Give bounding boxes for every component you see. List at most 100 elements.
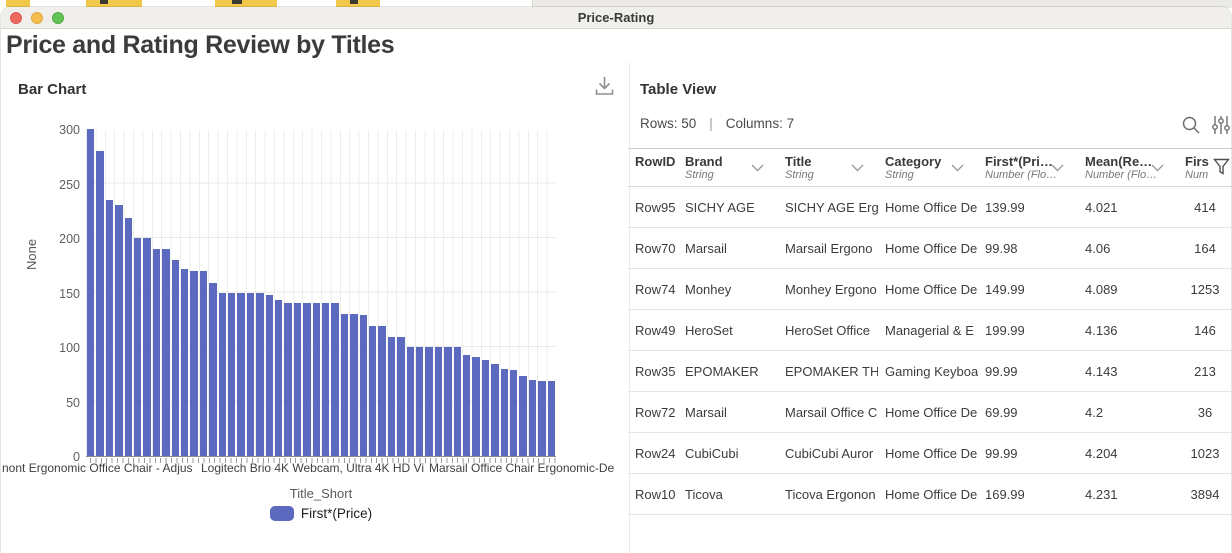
bar[interactable] [209, 282, 217, 456]
table-cell: 4.2 [1085, 404, 1104, 420]
table-row[interactable]: Row95 SICHY AGE SICHY AGE Ergo Home Office … [628, 187, 1232, 228]
bar[interactable] [265, 294, 273, 456]
table-cell: 4.089 [1085, 281, 1118, 297]
bar[interactable] [387, 337, 396, 456]
table-cell: 4.021 [1085, 199, 1118, 215]
bar[interactable] [416, 347, 424, 456]
column-header-brand[interactable]: Brand String [678, 149, 778, 186]
table-cell: EPOMAKER [685, 363, 759, 379]
table-cell: Ticova Ergonon [785, 486, 876, 502]
chart-panel-title: Bar Chart [18, 81, 87, 98]
bar[interactable] [463, 354, 471, 456]
column-header-category[interactable]: Category String [878, 149, 978, 186]
bar[interactable] [519, 376, 527, 456]
bar[interactable] [181, 268, 189, 456]
chevron-down-icon[interactable] [1151, 164, 1164, 172]
bar[interactable] [218, 292, 226, 456]
bar-chart-plot-area[interactable] [86, 129, 556, 457]
bar[interactable] [284, 303, 292, 456]
bar[interactable] [124, 218, 132, 456]
table-row[interactable]: Row72 Marsail Marsail Office C Home Office … [628, 392, 1232, 433]
bar[interactable] [378, 326, 386, 456]
bar[interactable] [228, 292, 236, 456]
bar[interactable] [528, 379, 537, 456]
bar[interactable] [359, 315, 367, 456]
table-body: Row95 SICHY AGE SICHY AGE Ergo Home Office … [628, 187, 1232, 515]
minimize-window-button[interactable] [31, 12, 43, 24]
bar[interactable] [547, 380, 555, 456]
y-tick-label: 50 [66, 395, 80, 410]
bar[interactable] [444, 347, 452, 456]
bar[interactable] [162, 248, 170, 456]
bar[interactable] [491, 364, 499, 456]
bar[interactable] [340, 314, 349, 456]
chevron-down-icon[interactable] [751, 164, 764, 172]
chart-legend: First*(Price) [86, 506, 556, 521]
x-tick-label: Logitech Brio 4K Webcam, Ultra 4K HD Vi [201, 461, 424, 475]
bar[interactable] [481, 360, 490, 456]
table-cell: Home Office De [885, 281, 978, 297]
column-header-title[interactable]: Title String [778, 149, 878, 186]
zoom-window-button[interactable] [52, 12, 64, 24]
table-row[interactable]: Row49 HeroSet HeroSet Office Managerial & E… [628, 310, 1232, 351]
bar[interactable] [87, 129, 95, 456]
bar[interactable] [275, 300, 283, 456]
table-cell: 99.99 [985, 363, 1018, 379]
bar[interactable] [143, 238, 151, 456]
table-row[interactable]: Row35 EPOMAKER EPOMAKER TH Gaming Keyboa 99.… [628, 351, 1232, 392]
bar[interactable] [397, 337, 405, 456]
x-tick-label: nont Ergonomic Office Chair - Adjus [2, 461, 193, 475]
bar[interactable] [171, 259, 179, 456]
bar[interactable] [105, 199, 114, 456]
table-cell: 3894 [1190, 486, 1220, 502]
column-header-mean-re-[interactable]: Mean(Re… Number (Flo… [1078, 149, 1178, 186]
bar[interactable] [322, 303, 330, 456]
column-header-first-pri-[interactable]: First*(Pri… Number (Flo… [978, 149, 1078, 186]
table-cell: 99.99 [985, 445, 1018, 461]
bar[interactable] [425, 347, 433, 456]
bar[interactable] [199, 270, 208, 456]
table-meta: Rows: 50 | Columns: 7 [640, 116, 794, 131]
search-icon[interactable] [1181, 115, 1201, 135]
bar[interactable] [96, 150, 104, 456]
bar[interactable] [246, 292, 255, 456]
table-row[interactable]: Row70 Marsail Marsail Ergono Home Office De… [628, 228, 1232, 269]
bar[interactable] [152, 248, 161, 456]
filter-icon[interactable] [1213, 158, 1230, 176]
bar[interactable] [303, 303, 311, 456]
table-row[interactable]: Row74 Monhey Monhey Ergono Home Office De 14… [628, 269, 1232, 310]
table-cell: 164 [1194, 240, 1216, 256]
table-cell: Marsail [685, 404, 727, 420]
column-settings-icon[interactable] [1211, 115, 1231, 135]
bar[interactable] [350, 314, 358, 456]
bar[interactable] [115, 205, 123, 456]
download-icon[interactable] [593, 75, 616, 98]
bar[interactable] [190, 270, 198, 456]
table-cell: 4.231 [1085, 486, 1118, 502]
window-titlebar[interactable]: Price-Rating [1, 7, 1231, 29]
bar[interactable] [434, 347, 443, 456]
bar[interactable] [453, 347, 461, 456]
bar[interactable] [500, 368, 508, 456]
bar[interactable] [472, 356, 480, 456]
bar[interactable] [538, 380, 546, 456]
chevron-down-icon[interactable] [1051, 164, 1064, 172]
bar[interactable] [510, 369, 518, 456]
bar[interactable] [369, 326, 377, 456]
bar[interactable] [406, 347, 414, 456]
chevron-down-icon[interactable] [851, 164, 864, 172]
table-row[interactable]: Row24 CubiCubi CubiCubi Auror Home Office D… [628, 433, 1232, 474]
bar[interactable] [293, 303, 302, 456]
bar[interactable] [256, 292, 264, 456]
y-tick-label: 200 [59, 232, 80, 246]
table-row[interactable]: Row10 Ticova Ticova Ergonon Home Office De 1… [628, 474, 1232, 515]
table-cell: 213 [1194, 363, 1216, 379]
bar[interactable] [134, 238, 142, 456]
table-cell: Row72 [635, 404, 676, 420]
bar[interactable] [331, 303, 339, 456]
chevron-down-icon[interactable] [951, 164, 964, 172]
bar[interactable] [237, 292, 245, 456]
bar[interactable] [312, 303, 320, 456]
close-window-button[interactable] [10, 12, 22, 24]
